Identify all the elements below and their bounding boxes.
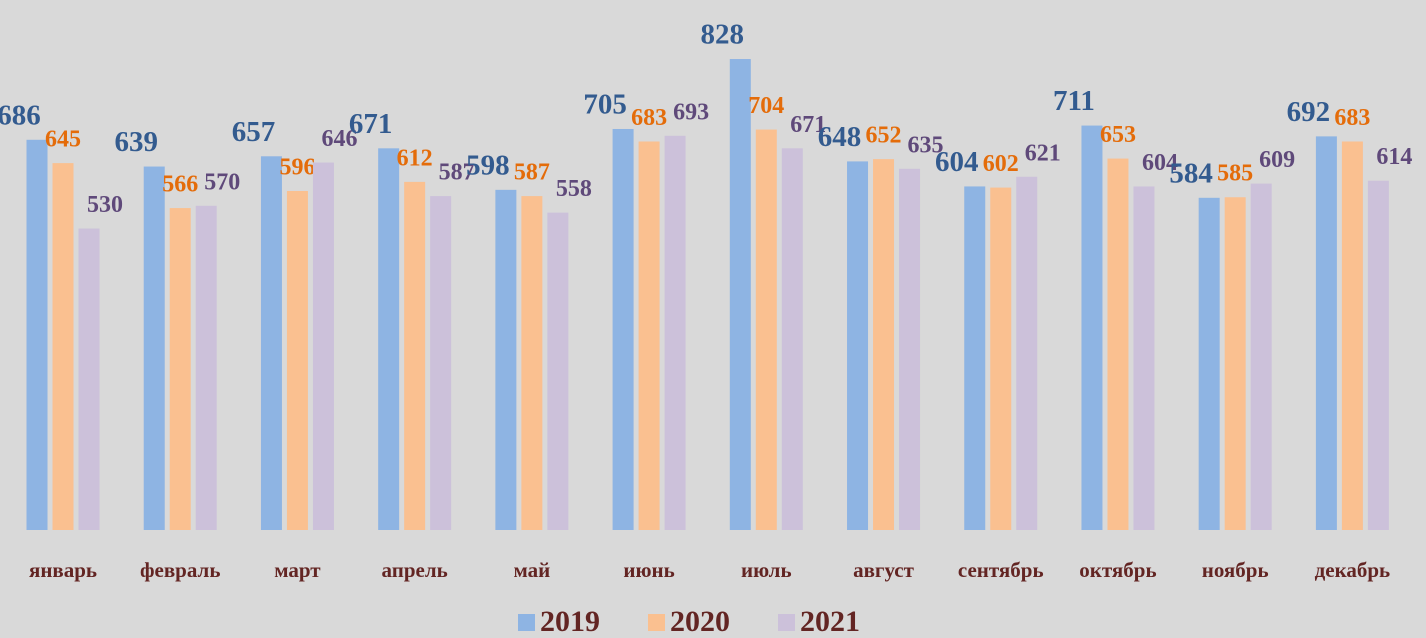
value-label: 671 <box>349 108 393 140</box>
value-label: 587 <box>439 160 475 186</box>
legend-swatch <box>648 614 665 631</box>
bar <box>312 162 334 531</box>
bar <box>1341 141 1363 530</box>
bar <box>169 208 191 530</box>
value-label: 671 <box>790 112 826 138</box>
value-label: 646 <box>321 126 357 152</box>
bar <box>1081 125 1103 530</box>
bar <box>1016 176 1038 530</box>
value-label: 596 <box>279 154 315 180</box>
bar <box>612 128 634 530</box>
value-label: 639 <box>114 126 158 158</box>
bar <box>990 187 1012 531</box>
value-label: 652 <box>866 123 902 149</box>
legend-label: 2019 <box>540 605 600 638</box>
bar <box>1107 158 1129 530</box>
x-tick-label: январь <box>29 558 97 582</box>
value-label: 711 <box>1053 85 1095 117</box>
bar <box>664 135 686 530</box>
value-label: 612 <box>397 145 433 171</box>
x-tick-label: май <box>513 558 550 582</box>
value-label: 693 <box>673 99 709 125</box>
value-label: 705 <box>583 89 627 121</box>
bar <box>521 196 543 530</box>
value-label: 587 <box>514 160 550 186</box>
x-tick-label: ноябрь <box>1202 558 1269 582</box>
x-tick-label: июнь <box>623 558 674 582</box>
value-label: 828 <box>701 19 745 51</box>
x-tick-label: сентябрь <box>958 558 1044 582</box>
x-tick-label: август <box>853 558 915 582</box>
bar <box>1198 197 1220 531</box>
value-label: 645 <box>45 127 81 153</box>
bar <box>1224 197 1246 530</box>
legend-label: 2021 <box>800 605 860 638</box>
x-tick-label: февраль <box>140 558 220 582</box>
value-label: 585 <box>1217 161 1253 187</box>
bar <box>1315 136 1337 531</box>
bar <box>1367 180 1389 531</box>
bar <box>638 141 660 530</box>
value-label: 621 <box>1025 140 1061 166</box>
value-label: 614 <box>1376 144 1412 170</box>
bar <box>52 163 74 530</box>
value-label: 598 <box>466 150 510 182</box>
bar <box>1250 183 1272 530</box>
bar <box>26 139 48 531</box>
legend-label: 2020 <box>670 605 730 638</box>
value-label: 683 <box>631 105 667 131</box>
value-label: 609 <box>1259 147 1295 173</box>
bar <box>873 159 895 531</box>
bar <box>378 148 400 530</box>
bar <box>430 196 452 530</box>
value-label: 657 <box>232 116 276 148</box>
bar <box>286 190 308 531</box>
bar <box>964 186 986 531</box>
bar <box>404 181 426 531</box>
bar <box>755 129 777 531</box>
value-label: 704 <box>748 93 784 119</box>
value-label: 648 <box>818 121 862 153</box>
bar <box>847 161 869 531</box>
value-label: 584 <box>1169 157 1213 189</box>
value-label: 683 <box>1334 105 1370 131</box>
bar <box>729 59 751 531</box>
x-tick-label: март <box>274 558 321 582</box>
bar <box>547 212 569 530</box>
legend-swatch <box>778 614 795 631</box>
bar <box>495 189 517 531</box>
value-label: 530 <box>87 192 123 218</box>
value-label: 653 <box>1100 122 1136 148</box>
value-label: 570 <box>204 169 240 195</box>
value-label: 692 <box>1287 96 1331 128</box>
value-label: 635 <box>908 132 944 158</box>
value-label: 558 <box>556 176 592 202</box>
value-label: 604 <box>1142 150 1178 176</box>
bar <box>781 148 803 530</box>
x-tick-label: апрель <box>382 558 448 582</box>
value-label: 686 <box>0 99 41 131</box>
bar <box>1133 186 1155 531</box>
value-label: 604 <box>935 146 979 178</box>
value-label: 602 <box>983 151 1019 177</box>
x-tick-label: октябрь <box>1079 558 1156 582</box>
x-tick-label: декабрь <box>1315 558 1391 582</box>
bar <box>195 205 217 530</box>
value-label: 566 <box>162 172 198 198</box>
bar <box>143 166 165 530</box>
bar <box>78 228 100 530</box>
bar <box>260 156 282 530</box>
bar <box>899 168 921 530</box>
legend-swatch <box>518 614 535 631</box>
x-tick-label: июль <box>741 558 792 582</box>
